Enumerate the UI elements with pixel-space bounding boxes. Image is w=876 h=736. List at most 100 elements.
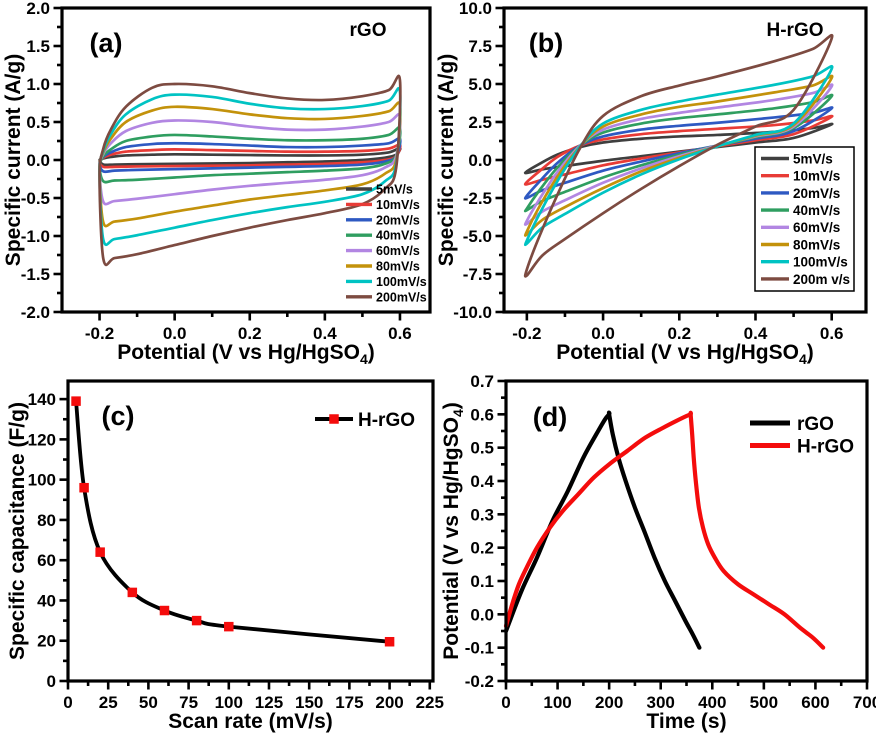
legend-label: 100mV/s <box>793 255 848 270</box>
legend-item: H-rGO <box>750 436 854 457</box>
y-axis-title: Specific current (A/g) <box>435 54 458 266</box>
legend-item: 200m v/s <box>761 272 850 287</box>
x-tick-label: -0.2 <box>512 324 541 343</box>
legend-label: 20mV/s <box>376 213 420 227</box>
legend-item: 5mV/s <box>761 151 833 166</box>
y-tick-label: 1.5 <box>26 37 50 56</box>
panel-letter: (a) <box>90 28 123 58</box>
y-tick-label: 0.5 <box>26 113 50 132</box>
x-tick-label: 200 <box>595 693 623 712</box>
x-tick-label: 500 <box>750 693 778 712</box>
y-tick-label: -0.1 <box>465 639 494 658</box>
x-tick-label: 0 <box>501 693 510 712</box>
data-point-marker <box>95 547 105 557</box>
data-point-marker <box>79 482 89 493</box>
y-tick-label: 0.0 <box>468 151 492 170</box>
x-tick-label: 175 <box>335 693 363 712</box>
y-tick-label: -0.5 <box>21 189 50 208</box>
legend-item: rGO <box>750 414 834 435</box>
legend-item: 5mV/s <box>346 183 413 197</box>
curve-H-rGO <box>74 399 392 644</box>
y-tick-label: -0.2 <box>465 672 494 691</box>
legend-swatch-marker <box>329 414 339 424</box>
x-tick-label: 0.6 <box>820 324 844 343</box>
x-tick-label: 100 <box>215 693 243 712</box>
y-tick-label: 5.0 <box>468 75 492 94</box>
y-axis <box>497 379 506 683</box>
legend-label: 60mV/s <box>793 220 840 235</box>
x-tick-label: 700 <box>853 693 876 712</box>
data-point-marker <box>71 396 81 406</box>
legend-label: rGO <box>797 414 834 435</box>
y-tick-label: 2.0 <box>26 0 50 18</box>
y-tick-label: 0.5 <box>470 439 494 458</box>
curve-200m-v-s <box>523 33 834 278</box>
data-point-marker <box>159 605 170 616</box>
x-tick-label: 0.2 <box>238 324 262 343</box>
y-tick-label: 0.4 <box>470 472 494 491</box>
panel-c-chart: 0 25 50 75 100 125 150 175 200 225 0 20 40 60 80 100 120… <box>6 379 444 733</box>
y-axis <box>495 6 504 314</box>
x-tick-label: 0.4 <box>744 324 768 343</box>
y-tick-label: -1.0 <box>21 227 50 246</box>
y-tick-label: 120 <box>28 430 56 449</box>
legend-item: 60mV/s <box>761 220 840 235</box>
y-axis-title: Specific capacitance (F/g) <box>6 402 29 660</box>
legend-label: 40mV/s <box>376 229 420 243</box>
x-tick-label: 600 <box>801 693 829 712</box>
corner-title: H-rGO <box>767 20 824 41</box>
legend-item: 10mV/s <box>761 169 840 184</box>
y-tick-label: -1.5 <box>21 265 50 284</box>
y-axis <box>53 6 62 314</box>
curves <box>98 74 402 267</box>
curve-200mV-s <box>98 74 402 267</box>
y-tick-label: 20 <box>37 632 56 651</box>
x-tick-label: 0.6 <box>388 324 412 343</box>
plot-frame <box>66 379 435 683</box>
y-tick-label: 40 <box>37 591 56 610</box>
y-tick-label: 0.1 <box>470 572 494 591</box>
legend-item: 20mV/s <box>346 213 420 227</box>
y-tick-label: 7.5 <box>468 37 492 56</box>
data-point-marker <box>384 636 395 647</box>
x-axis-title: Time (s) <box>646 710 726 733</box>
legend-label: 100mV/s <box>376 275 427 289</box>
panel-d-chart: 0 100 200 300 400 500 600 700 0.7 0.6 0.5 0.4 0.3 0.2… <box>440 372 876 733</box>
y-tick-label: 0.6 <box>470 405 494 424</box>
panel-b-chart: -0.2 0.0 0.2 0.4 0.6 10.0 7.5 5.0 2.5 0.0 -2.5 -5.0… <box>435 0 868 367</box>
legend-item: 80mV/s <box>346 260 420 274</box>
x-tick-label: 0.4 <box>313 324 337 343</box>
y-tick-label: -10.0 <box>453 303 492 322</box>
legend: H-rGO <box>315 410 415 431</box>
curve-H-rGO <box>503 410 826 650</box>
legend-label: 80mV/s <box>376 260 420 274</box>
legend-item: 40mV/s <box>346 229 420 243</box>
legend-item: 20mV/s <box>761 186 840 201</box>
panel-a-chart: -0.2 0.0 0.2 0.4 0.6 2.0 1.5 1.0 0.5 0.0 -0.5 -1.0 -… <box>2 0 432 367</box>
data-point-marker <box>224 621 234 632</box>
y-tick-label: 80 <box>37 511 56 530</box>
y-tick-label: 140 <box>28 390 56 409</box>
x-tick-label: 400 <box>698 693 726 712</box>
legend-item: 100mV/s <box>761 255 848 270</box>
legend-label: 80mV/s <box>793 237 840 252</box>
panel-letter: (c) <box>102 401 135 431</box>
data-point-marker <box>127 587 138 598</box>
legend-label: H-rGO <box>358 410 415 431</box>
x-tick-label: 75 <box>179 693 198 712</box>
x-axis-title: Potential (V vs Hg/HgSO4) <box>556 341 814 367</box>
x-axis <box>98 312 402 321</box>
x-tick-label: -0.2 <box>85 324 114 343</box>
legend-item: 100mV/s <box>346 275 427 289</box>
x-tick-label: 100 <box>543 693 571 712</box>
legend-label: 40mV/s <box>793 203 840 218</box>
y-tick-label: 0.2 <box>470 539 494 558</box>
x-tick-label: 50 <box>139 693 158 712</box>
y-tick-label: -5.0 <box>463 227 492 246</box>
legend-label: H-rGO <box>797 436 854 457</box>
x-tick-label: 0.2 <box>667 324 691 343</box>
y-tick-label: -2.0 <box>21 303 50 322</box>
